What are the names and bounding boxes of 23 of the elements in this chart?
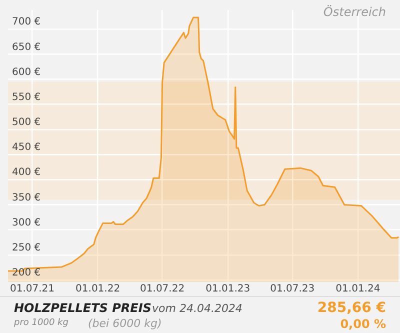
text: 0,00 % bbox=[340, 317, 386, 331]
x-tick-label: 01.01.23 bbox=[206, 284, 250, 295]
chart-title: Österreich bbox=[323, 5, 386, 19]
y-tick-label: 550 € bbox=[12, 92, 41, 103]
text: 285,66 € bbox=[317, 300, 386, 316]
text: (bei 6000 kg) bbox=[88, 317, 162, 330]
y-tick-label: 650 € bbox=[12, 42, 41, 53]
text: vom 24.04.2024 bbox=[152, 302, 242, 315]
text: pro 1000 kg bbox=[14, 318, 68, 328]
x-tick-label: 01.07.22 bbox=[140, 284, 185, 295]
y-tick-label: 450 € bbox=[12, 142, 41, 154]
x-tick-label: 01.07.21 bbox=[10, 284, 54, 295]
y-tick-label: 600 € bbox=[12, 66, 41, 78]
y-tick-label: 400 € bbox=[12, 167, 41, 178]
y-tick-label: 300 € bbox=[12, 217, 41, 228]
y-tick-label: 500 € bbox=[12, 117, 41, 128]
x-tick-label: 01.01.22 bbox=[76, 284, 120, 295]
y-tick-label: 350 € bbox=[12, 192, 41, 204]
y-tick-label: 250 € bbox=[12, 242, 41, 254]
x-tick-label: 01.01.24 bbox=[336, 284, 380, 295]
y-tick-label: 700 € bbox=[12, 16, 41, 28]
text: HOLZPELLETS PREIS bbox=[14, 301, 152, 315]
x-tick-label: 01.07.23 bbox=[270, 284, 315, 295]
